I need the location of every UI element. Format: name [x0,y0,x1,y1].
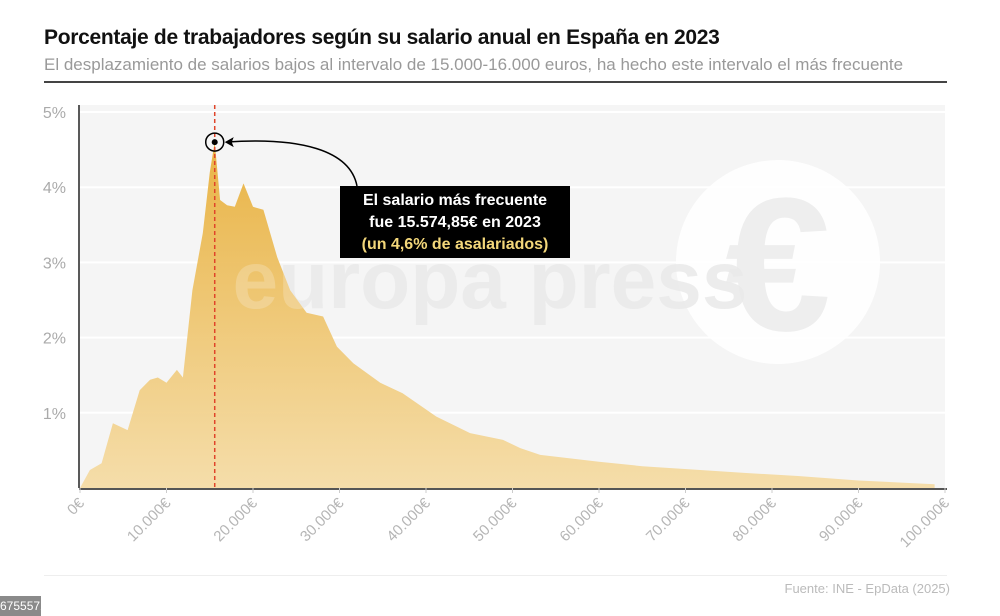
watermark-euro-circle [676,160,880,364]
y-tick-label: 4% [43,180,66,197]
x-tick-label: 10.000€ [124,494,175,545]
y-tick-label: 5% [43,105,66,122]
source-note: Fuente: INE - EpData (2025) [784,581,950,596]
y-tick-label: 1% [43,406,66,423]
area-series [80,142,935,488]
watermark-euro-icon: € [725,159,831,371]
mode-highlight-ring [204,132,225,152]
title-divider [44,81,947,83]
annotation-line2: fue 15.574,85€ en 2023 [369,214,541,231]
x-tick-label: 0€ [64,494,88,518]
annotation-arrow [226,140,358,187]
x-tick-label: 30.000€ [297,494,348,545]
x-tick-label: 80.000€ [729,494,780,545]
x-tick-label: 50.000€ [470,494,521,545]
image-id-badge: 6755571 [0,596,47,616]
annotation-line3: (un 4,6% de asalariados) [361,236,549,253]
annotation-box: El salario más frecuente fue 15.574,85€ … [340,186,570,258]
mode-point [211,139,218,146]
y-tick-label: 2% [43,331,66,348]
y-tick-label: 3% [43,255,66,272]
footer-divider [44,575,947,576]
chart-title: Porcentaje de trabajadores según su sala… [44,26,720,49]
arrow-head-icon [224,137,234,148]
annotation-line1: El salario más frecuente [362,192,548,209]
chart-subtitle: El desplazamiento de salarios bajos al i… [44,55,904,74]
x-tick-label: 60.000€ [556,494,607,545]
x-tick-label: 40.000€ [383,494,434,545]
x-tick-label: 20.000€ [210,494,261,545]
x-tick-label: 70.000€ [643,494,694,545]
x-tick-label: 90.000€ [816,494,867,545]
x-tick-label: 100.000€ [897,494,954,551]
